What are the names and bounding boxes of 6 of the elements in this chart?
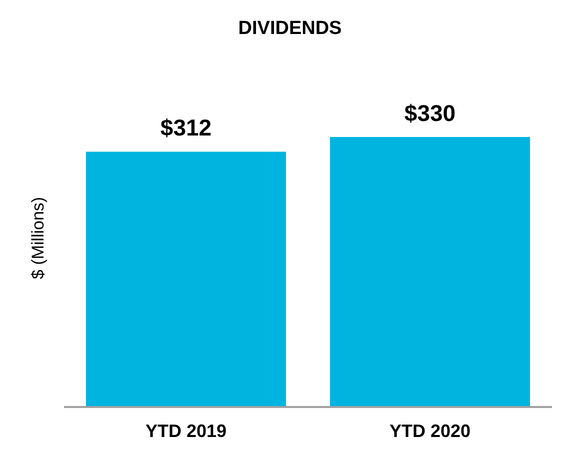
chart-title: DIVIDENDS: [237, 18, 343, 40]
data-label: $312: [160, 114, 212, 141]
data-label: $330: [404, 100, 456, 126]
x-tick-label: YTD 2019: [145, 421, 227, 441]
y-axis-title: $ (Millions): [28, 196, 48, 280]
x-tick-label: YTD 2020: [389, 421, 471, 441]
